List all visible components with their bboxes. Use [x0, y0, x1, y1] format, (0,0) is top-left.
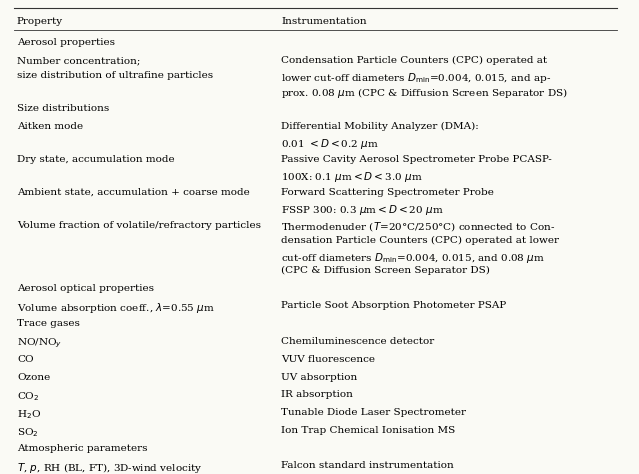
Text: densation Particle Counters (CPC) operated at lower: densation Particle Counters (CPC) operat…: [281, 236, 559, 245]
Text: Thermodenuder ($T$=20°C/250°C) connected to Con-: Thermodenuder ($T$=20°C/250°C) connected…: [281, 220, 555, 233]
Text: CO$_2$: CO$_2$: [17, 390, 40, 403]
Text: cut-off diameters $D_{\mathrm{min}}$=0.004, 0.015, and 0.08 $\mu$m: cut-off diameters $D_{\mathrm{min}}$=0.0…: [281, 251, 545, 264]
Text: Particle Soot Absorption Photometer PSAP: Particle Soot Absorption Photometer PSAP: [281, 301, 507, 310]
Text: Volume absorption coeff., $\lambda$=0.55 $\mu$m: Volume absorption coeff., $\lambda$=0.55…: [17, 301, 215, 315]
Text: CO: CO: [17, 355, 34, 364]
Text: IR absorption: IR absorption: [281, 390, 353, 399]
Text: Aerosol properties: Aerosol properties: [17, 38, 115, 47]
Text: FSSP 300: 0.3 $\mu$m$<D<$20 $\mu$m: FSSP 300: 0.3 $\mu$m$<D<$20 $\mu$m: [281, 203, 443, 217]
Text: (CPC & Diffusion Screen Separator DS): (CPC & Diffusion Screen Separator DS): [281, 266, 490, 275]
Text: Instrumentation: Instrumentation: [281, 17, 367, 26]
Text: 100X: 0.1 $\mu$m$<D<$3.0 $\mu$m: 100X: 0.1 $\mu$m$<D<$3.0 $\mu$m: [281, 170, 423, 184]
Text: Ambient state, accumulation + coarse mode: Ambient state, accumulation + coarse mod…: [17, 188, 250, 197]
Text: H$_2$O: H$_2$O: [17, 408, 41, 421]
Text: VUV fluorescence: VUV fluorescence: [281, 355, 375, 364]
Text: size distribution of ultrafine particles: size distribution of ultrafine particles: [17, 71, 213, 80]
Text: NO/NO$_y$: NO/NO$_y$: [17, 337, 62, 350]
Text: Forward Scattering Spectrometer Probe: Forward Scattering Spectrometer Probe: [281, 188, 494, 197]
Text: Dry state, accumulation mode: Dry state, accumulation mode: [17, 155, 174, 164]
Text: Falcon standard instrumentation: Falcon standard instrumentation: [281, 461, 454, 470]
Text: Aerosol optical properties: Aerosol optical properties: [17, 283, 154, 292]
Text: Ion Trap Chemical Ionisation MS: Ion Trap Chemical Ionisation MS: [281, 426, 456, 435]
Text: Atmospheric parameters: Atmospheric parameters: [17, 444, 148, 453]
Text: Volume fraction of volatile/refractory particles: Volume fraction of volatile/refractory p…: [17, 220, 261, 229]
Text: UV absorption: UV absorption: [281, 373, 357, 382]
Text: 0.01 $<D<$0.2 $\mu$m: 0.01 $<D<$0.2 $\mu$m: [281, 137, 379, 151]
Text: Aitken mode: Aitken mode: [17, 122, 83, 131]
Text: Size distributions: Size distributions: [17, 104, 109, 113]
Text: Number concentration;: Number concentration;: [17, 56, 141, 65]
Text: Chemiluminescence detector: Chemiluminescence detector: [281, 337, 435, 346]
Text: Passive Cavity Aerosol Spectrometer Probe PCASP-: Passive Cavity Aerosol Spectrometer Prob…: [281, 155, 552, 164]
Text: Ozone: Ozone: [17, 373, 50, 382]
Text: Property: Property: [17, 17, 63, 26]
Text: lower cut-off diameters $D_{\mathrm{min}}$=0.004, 0.015, and ap-: lower cut-off diameters $D_{\mathrm{min}…: [281, 71, 551, 85]
Text: Condensation Particle Counters (CPC) operated at: Condensation Particle Counters (CPC) ope…: [281, 56, 548, 65]
Text: SO$_2$: SO$_2$: [17, 426, 38, 438]
Text: Differential Mobility Analyzer (DMA):: Differential Mobility Analyzer (DMA):: [281, 122, 479, 131]
Text: $T$, $p$, RH (BL, FT), 3D-wind velocity: $T$, $p$, RH (BL, FT), 3D-wind velocity: [17, 461, 203, 474]
Text: Tunable Diode Laser Spectrometer: Tunable Diode Laser Spectrometer: [281, 408, 466, 417]
Text: prox. 0.08 $\mu$m (CPC & Diffusion Screen Separator DS): prox. 0.08 $\mu$m (CPC & Diffusion Scree…: [281, 86, 568, 100]
Text: Trace gases: Trace gases: [17, 319, 80, 328]
